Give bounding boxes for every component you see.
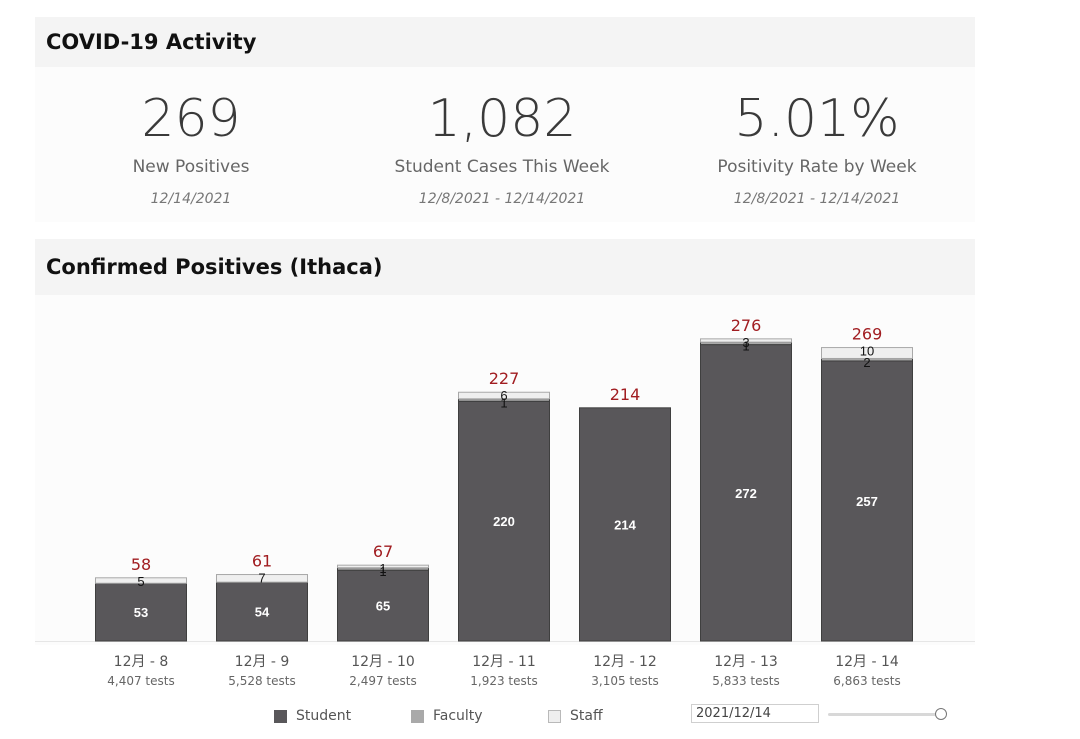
bar-label-student: 54 <box>255 605 270 620</box>
bar-staff <box>458 391 550 400</box>
bar-staff <box>700 338 792 343</box>
legend-label: Faculty <box>433 708 483 724</box>
bar-label-staff: 6 <box>500 388 507 403</box>
x-tick-label: 12月 - 13 <box>714 654 778 670</box>
bar-label-student: 257 <box>856 494 878 509</box>
kpi-date: 12/8/2021 - 12/14/2021 <box>418 191 586 207</box>
bar-staff <box>95 577 187 584</box>
legend-swatch-faculty <box>411 710 424 723</box>
bar-student <box>216 581 308 642</box>
activity-title: COVID-19 Activity <box>46 30 257 54</box>
bar-staff <box>216 574 308 583</box>
x-tick-tests: 3,105 tests <box>591 674 658 688</box>
positives-title: Confirmed Positives (Ithaca) <box>46 255 383 279</box>
bar-student <box>337 569 429 642</box>
kpi-value: 269 <box>141 89 241 149</box>
bar-total-label: 58 <box>131 555 151 574</box>
kpi-date: 12/14/2021 <box>150 191 232 207</box>
legend-swatch-staff <box>548 710 561 723</box>
bar-student <box>95 582 187 642</box>
bar-label-student: 214 <box>614 517 636 532</box>
bar-student <box>579 407 671 642</box>
bar-label-student: 220 <box>493 514 515 529</box>
bar-label-staff: 1 <box>379 561 386 576</box>
bar-label-staff: 3 <box>742 335 749 350</box>
bar-label-faculty: 1 <box>500 395 507 410</box>
bar-label-faculty: 1 <box>742 339 749 354</box>
kpi-label: New Positives <box>132 157 250 177</box>
x-tick-label: 12月 - 12 <box>593 654 657 670</box>
bar-staff <box>821 347 913 359</box>
bar-total-label: 269 <box>852 325 883 344</box>
date-filter-input[interactable]: 2021/12/14 <box>691 704 819 723</box>
bar-label-staff: 7 <box>258 571 265 586</box>
activity-header: COVID-19 Activity <box>35 17 975 67</box>
kpi-area: 269 New Positives 12/14/2021 1,082 Stude… <box>35 67 975 222</box>
bar-label-faculty: 2 <box>863 355 870 370</box>
date-slider-track[interactable] <box>828 713 938 716</box>
bar-student <box>700 344 792 642</box>
kpi-label: Positivity Rate by Week <box>717 157 917 177</box>
x-tick-tests: 2,497 tests <box>349 674 416 688</box>
date-slider-handle[interactable] <box>935 708 947 720</box>
x-tick-tests: 1,923 tests <box>470 674 537 688</box>
legend-label: Student <box>296 708 352 724</box>
x-tick-tests: 5,833 tests <box>712 674 779 688</box>
x-tick-label: 12月 - 14 <box>835 654 899 670</box>
bar-total-label: 214 <box>610 385 641 404</box>
bar-student <box>821 360 913 642</box>
x-tick-tests: 5,528 tests <box>228 674 295 688</box>
x-tick-tests: 4,407 tests <box>107 674 174 688</box>
x-tick-label: 12月 - 11 <box>472 654 536 670</box>
bar-label-staff: 5 <box>137 574 144 589</box>
bar-label-student: 272 <box>735 486 757 501</box>
positives-header: Confirmed Positives (Ithaca) <box>35 239 975 295</box>
legend-label: Staff <box>570 708 603 724</box>
x-tick-tests: 6,863 tests <box>833 674 900 688</box>
bar-label-student: 53 <box>134 605 148 620</box>
bar-label-student: 65 <box>376 599 390 614</box>
bar-total-label: 61 <box>252 552 272 571</box>
x-tick-label: 12月 - 10 <box>351 654 415 670</box>
bar-staff <box>337 564 429 569</box>
kpi-date: 12/8/2021 - 12/14/2021 <box>733 191 901 207</box>
bar-total-label: 227 <box>489 369 520 388</box>
kpi-value: 1,082 <box>427 89 577 149</box>
bar-total-label: 67 <box>373 542 393 561</box>
bar-label-staff: 10 <box>860 344 874 359</box>
legend-swatch-student <box>274 710 287 723</box>
bar-student <box>458 400 550 642</box>
bar-total-label: 276 <box>731 316 762 335</box>
kpi-label: Student Cases This Week <box>394 157 610 177</box>
bar-label-faculty: 1 <box>379 564 386 579</box>
x-tick-label: 12月 - 8 <box>114 654 169 670</box>
x-tick-label: 12月 - 9 <box>235 654 290 670</box>
kpi-value: 5.01% <box>734 89 900 149</box>
